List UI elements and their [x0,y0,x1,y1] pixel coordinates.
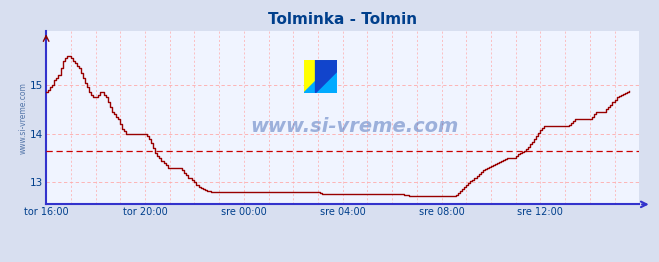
Title: Tolminka - Tolmin: Tolminka - Tolmin [268,13,417,28]
Legend: temperatura [C]: temperatura [C] [278,259,407,262]
Text: www.si-vreme.com: www.si-vreme.com [250,117,459,136]
Y-axis label: www.si-vreme.com: www.si-vreme.com [18,82,27,154]
